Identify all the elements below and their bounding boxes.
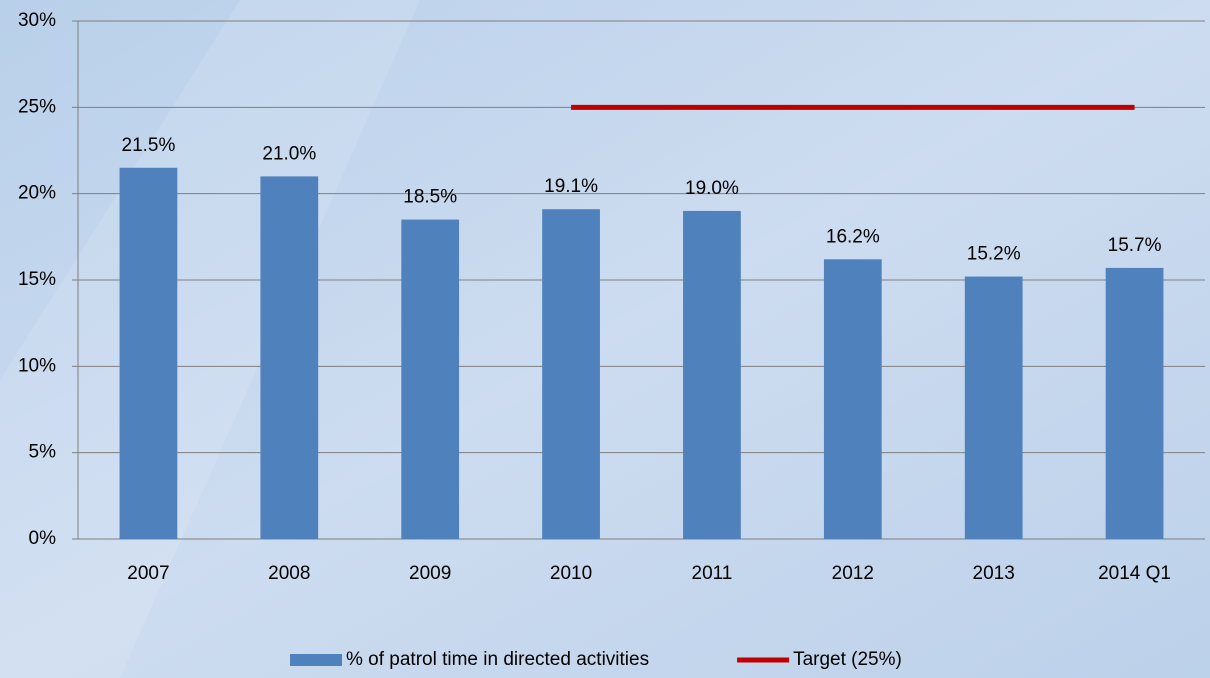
legend-label: % of patrol time in directed activities <box>346 649 649 670</box>
x-tick-label: 2012 <box>832 563 874 584</box>
y-tick-label: 30% <box>18 10 56 31</box>
x-tick-label: 2010 <box>550 563 592 584</box>
x-tick-label: 2011 <box>692 563 733 584</box>
data-label: 18.5% <box>403 187 457 208</box>
x-tick-label: 2008 <box>268 563 310 584</box>
data-label: 21.5% <box>122 135 176 156</box>
data-label: 15.2% <box>967 244 1021 265</box>
legend-label: Target (25%) <box>793 649 902 670</box>
legend-swatch <box>290 654 342 666</box>
data-label: 16.2% <box>826 226 880 247</box>
bar <box>823 259 882 539</box>
x-tick-label: 2007 <box>127 563 169 584</box>
bar <box>1105 267 1164 539</box>
data-label: 19.0% <box>685 178 739 199</box>
y-tick-label: 25% <box>18 96 56 117</box>
data-label: 19.1% <box>544 176 598 197</box>
bar <box>683 210 741 539</box>
y-tick-label: 10% <box>18 355 56 376</box>
x-tick-label: 2009 <box>409 563 451 584</box>
y-tick-label: 0% <box>29 528 57 549</box>
bar <box>260 176 319 539</box>
bar <box>401 219 460 540</box>
y-tick-label: 15% <box>18 269 56 290</box>
background-shape <box>0 0 420 678</box>
x-tick-label: 2013 <box>973 563 1015 584</box>
bar <box>964 276 1023 539</box>
y-tick-label: 5% <box>29 442 57 463</box>
data-label: 15.7% <box>1108 235 1162 256</box>
x-tick-label: 2014 Q1 <box>1098 563 1171 584</box>
bar <box>542 209 600 539</box>
y-tick-label: 20% <box>18 183 56 204</box>
bar <box>119 167 178 539</box>
data-label: 21.0% <box>262 143 316 164</box>
